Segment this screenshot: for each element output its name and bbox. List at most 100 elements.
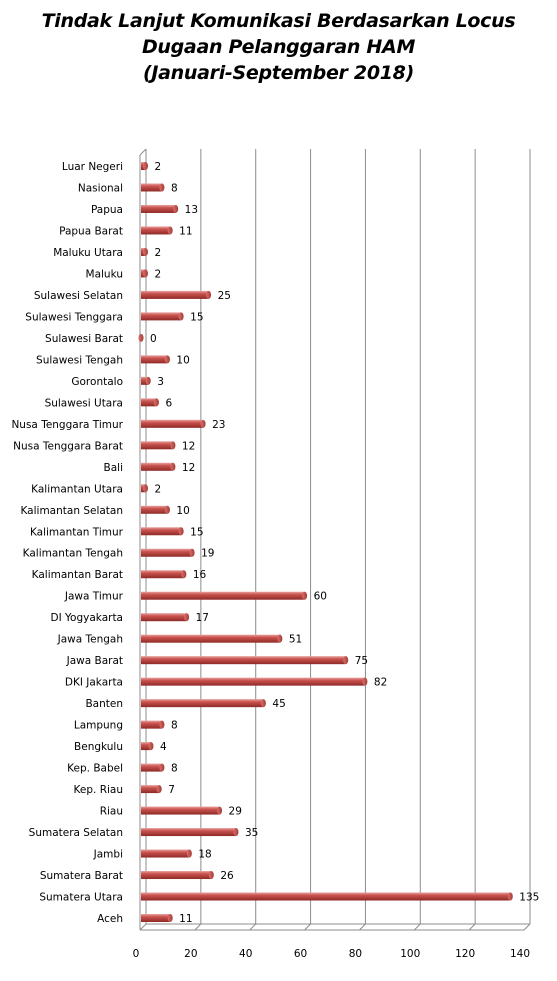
bar-body — [141, 505, 168, 514]
bar-sumatera-barat — [141, 871, 214, 880]
bar-body — [141, 183, 162, 192]
bar-cap — [189, 548, 195, 557]
bar-body — [141, 613, 187, 622]
value-label: 19 — [201, 548, 214, 560]
category-label: Sumatera Utara — [39, 892, 123, 904]
bar-maluku-utara — [141, 247, 148, 256]
category-label: Maluku Utara — [53, 247, 123, 259]
bar-sulawesi-selatan — [141, 290, 212, 299]
value-label: 2 — [154, 483, 161, 495]
x-tick-label: 100 — [400, 948, 420, 960]
bar-sumatera-utara — [141, 892, 513, 901]
bar-sumatera-selatan — [141, 828, 239, 837]
bar-cap — [200, 419, 206, 428]
x-tick-label: 120 — [455, 948, 475, 960]
bar-body — [141, 527, 182, 536]
bar-cap — [233, 828, 239, 837]
bar-cap — [343, 656, 349, 665]
bar-riau — [141, 806, 223, 815]
category-label: Lampung — [74, 720, 123, 732]
bar-cap — [208, 871, 214, 880]
value-label: 51 — [289, 634, 302, 646]
floor-tick-140 — [523, 923, 531, 931]
category-label: Papua Barat — [59, 225, 123, 237]
x-tick-label: 40 — [239, 948, 252, 960]
bar-cap — [302, 591, 308, 600]
bar-kalimantan-timur — [141, 527, 184, 536]
bar-kalimantan-selatan — [141, 505, 170, 514]
value-label: 12 — [182, 440, 195, 452]
category-label: Kep. Riau — [74, 784, 123, 796]
bar-body — [141, 290, 209, 299]
value-label: 8 — [171, 182, 178, 194]
value-label: 2 — [154, 161, 161, 173]
bar-body — [141, 634, 280, 643]
bar-body — [141, 677, 365, 686]
value-label: 11 — [179, 913, 192, 925]
bar-body — [141, 806, 220, 815]
value-label: 4 — [160, 741, 167, 753]
bar-body — [141, 785, 160, 794]
bar-jawa-tengah — [141, 634, 283, 643]
bar-kalimantan-utara — [141, 484, 148, 493]
value-label: 3 — [157, 376, 164, 388]
value-label: 10 — [176, 354, 189, 366]
category-label: Aceh — [97, 913, 123, 925]
category-label: Kalimantan Barat — [32, 569, 123, 581]
bar-body — [141, 462, 173, 471]
bar-luar-negeri — [141, 162, 148, 170]
bar-cap — [145, 376, 151, 385]
bar-cap — [164, 505, 170, 514]
chart-title: Tindak Lanjut Komunikasi Berdasarkan Loc… — [0, 8, 557, 86]
value-label: 15 — [190, 311, 203, 323]
bar-body — [141, 742, 151, 751]
bar-cap — [142, 269, 148, 278]
bar-cap — [142, 247, 148, 256]
value-label: 26 — [220, 870, 234, 882]
bar-kep-riau — [141, 785, 162, 794]
bar-body — [141, 720, 162, 729]
category-label: Kalimantan Utara — [31, 483, 123, 495]
category-label: Sulawesi Selatan — [34, 290, 123, 302]
value-labels: 2813112225150103623121221015191660175175… — [150, 161, 539, 925]
value-label: 2 — [154, 268, 161, 280]
bar-cap — [156, 785, 162, 794]
value-label: 13 — [185, 204, 198, 216]
value-label: 0 — [150, 333, 157, 345]
bar-cap — [148, 742, 154, 751]
chart-title-line-3: (Januari-September 2018) — [143, 62, 414, 84]
bar-jawa-barat — [141, 656, 349, 665]
bar-cap — [159, 763, 165, 772]
floor-tick-80 — [359, 923, 366, 931]
value-label: 8 — [171, 720, 178, 732]
floor-tick-100 — [413, 923, 421, 931]
category-label: Kalimantan Tengah — [23, 548, 123, 560]
category-label: Jawa Tengah — [57, 634, 123, 646]
bar-cap — [206, 290, 212, 299]
floor-tick-40 — [249, 923, 257, 931]
bar-body — [141, 656, 346, 665]
bar-dki-jakarta — [141, 677, 368, 686]
x-tick-label: 140 — [510, 948, 530, 960]
category-label: Bengkulu — [74, 741, 123, 753]
bar-cap — [138, 333, 144, 342]
bar-cap — [507, 892, 513, 901]
category-label: Sulawesi Utara — [45, 397, 123, 409]
bar-kep-babel — [141, 763, 165, 772]
bar-cap — [142, 484, 148, 493]
value-label: 29 — [229, 806, 242, 818]
bar-cap — [167, 914, 173, 922]
category-label: Kalimantan Selatan — [20, 505, 123, 517]
category-label: Papua — [91, 204, 123, 216]
bar-body — [141, 763, 162, 772]
category-label: Sulawesi Tenggara — [25, 311, 123, 323]
x-tick-label: 80 — [349, 948, 362, 960]
value-label: 45 — [272, 698, 285, 710]
floor-tick-60 — [304, 923, 311, 931]
category-label: DI Yogyakarta — [51, 612, 123, 624]
value-label: 15 — [190, 526, 203, 538]
bar-body — [141, 419, 204, 428]
category-label: Kep. Babel — [67, 763, 123, 775]
bar-nasional — [141, 183, 165, 192]
bar-body — [141, 226, 171, 235]
